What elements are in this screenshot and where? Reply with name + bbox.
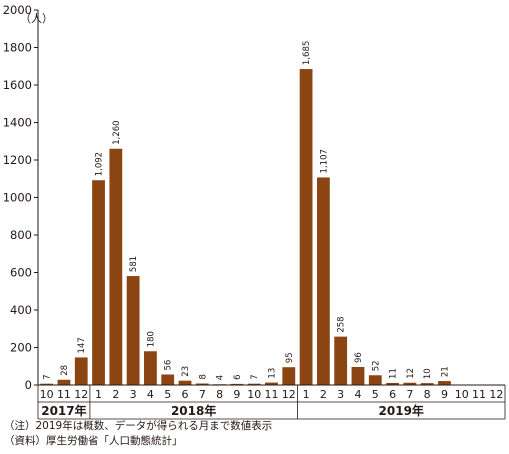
x-tick-label: 8 — [216, 388, 223, 401]
x-tick-label: 3 — [337, 388, 344, 401]
value-label: 23 — [181, 366, 191, 377]
bar — [109, 148, 123, 385]
value-label: 8 — [198, 374, 208, 379]
y-tick-label: 1000 — [3, 191, 32, 205]
x-tick-label: 3 — [130, 388, 137, 401]
value-label: 6 — [233, 374, 243, 379]
x-tick-label: 1 — [95, 388, 102, 401]
chart-note: （注）2019年は概数、データが得られる月まで数値表示 — [4, 420, 273, 432]
y-tick-label: 2000 — [3, 3, 32, 17]
x-tick-label: 4 — [147, 388, 154, 401]
x-tick-label: 6 — [182, 388, 189, 401]
y-tick-label: 0 — [25, 378, 32, 392]
bar — [420, 383, 434, 385]
value-label: 28 — [60, 365, 70, 376]
y-tick-label: 200 — [10, 341, 32, 355]
year-label: 2018年 — [171, 403, 216, 418]
y-tick-label: 600 — [10, 266, 32, 280]
bar — [92, 180, 105, 385]
value-label: 581 — [129, 256, 139, 272]
x-tick-label: 7 — [406, 388, 413, 401]
bar — [247, 383, 261, 385]
x-tick-label: 1 — [303, 388, 310, 401]
bar — [403, 382, 417, 385]
y-tick-label: 1800 — [3, 41, 32, 55]
x-tick-label: 10 — [455, 388, 469, 401]
bar — [351, 367, 365, 385]
value-label: 180 — [146, 331, 156, 347]
bar — [386, 382, 399, 385]
x-tick-label: 9 — [233, 388, 240, 401]
y-unit-label: （人） — [20, 12, 53, 25]
x-tick-label: 8 — [424, 388, 431, 401]
year-label: 2017年 — [41, 403, 86, 418]
y-tick-label: 1200 — [3, 153, 32, 167]
value-label: 258 — [337, 316, 347, 332]
bar — [57, 379, 71, 385]
bars — [40, 69, 451, 385]
x-tick-label: 11 — [472, 388, 486, 401]
bar — [178, 380, 192, 385]
y-axis: 0 200 400 600 800 1000 1200 1400 1600 1800 2000 — [3, 3, 39, 392]
x-axis: 10 11 12 1 2 3 4 5 6 7 8 9 10 11 12 1 2 3 4 5 6 7 8 9 10 11 122017… — [37, 384, 506, 420]
value-label: 1,260 — [112, 120, 122, 144]
x-tick-label: 11 — [57, 388, 71, 401]
value-label: 56 — [164, 360, 174, 371]
value-label: 12 — [406, 368, 416, 379]
value-label: 11 — [389, 368, 399, 379]
x-tick-label: 11 — [265, 388, 279, 401]
x-tick-label: 7 — [199, 388, 206, 401]
x-tick-label: 12 — [282, 388, 296, 401]
x-tick-label: 5 — [164, 388, 171, 401]
value-label: 1,092 — [95, 152, 105, 176]
x-tick-label: 4 — [354, 388, 361, 401]
value-label: 21 — [440, 366, 450, 377]
bar — [40, 383, 54, 385]
value-label: 10 — [423, 368, 433, 379]
bar — [282, 367, 296, 385]
x-tick-label: 2 — [112, 388, 119, 401]
bar — [74, 357, 88, 385]
y-tick-label: 1600 — [3, 78, 32, 92]
value-label: 7 — [250, 374, 260, 379]
value-label: 4 — [216, 375, 226, 380]
bar — [438, 381, 451, 385]
bar — [126, 276, 140, 385]
bar — [195, 383, 209, 385]
bar — [265, 382, 278, 385]
x-tick-label: 12 — [489, 388, 503, 401]
value-label: 13 — [268, 368, 278, 379]
bar — [368, 375, 382, 385]
x-tick-label: 9 — [441, 388, 448, 401]
chart-source: （資料）厚生労働省「人口動態統計」 — [4, 435, 183, 447]
value-label: 95 — [285, 352, 295, 363]
y-tick-label: 1400 — [3, 116, 32, 130]
bar — [144, 351, 157, 385]
value-label: 96 — [354, 352, 364, 363]
x-tick-label: 2 — [320, 388, 327, 401]
value-label: 1,685 — [302, 41, 312, 65]
bar — [316, 177, 330, 385]
value-label: 52 — [371, 360, 381, 371]
y-tick-label: 400 — [10, 303, 32, 317]
bar — [230, 383, 244, 385]
x-tick-label: 5 — [372, 388, 379, 401]
value-label: 1,107 — [319, 149, 329, 173]
bar — [299, 69, 313, 385]
bar — [161, 374, 175, 385]
x-tick-label: 12 — [74, 388, 88, 401]
x-tick-label: 6 — [389, 388, 396, 401]
year-label: 2019年 — [379, 403, 424, 418]
x-tick-label: 10 — [40, 388, 54, 401]
value-label: 147 — [77, 337, 87, 353]
y-tick-label: 800 — [10, 228, 32, 242]
value-label: 7 — [43, 374, 53, 379]
x-tick-label: 10 — [247, 388, 261, 401]
bar — [334, 336, 348, 385]
value-labels: 7 28 147 1,092 1,260 581 180 56 23 8 4 6 7 13 95 1,685 1… — [43, 41, 451, 381]
